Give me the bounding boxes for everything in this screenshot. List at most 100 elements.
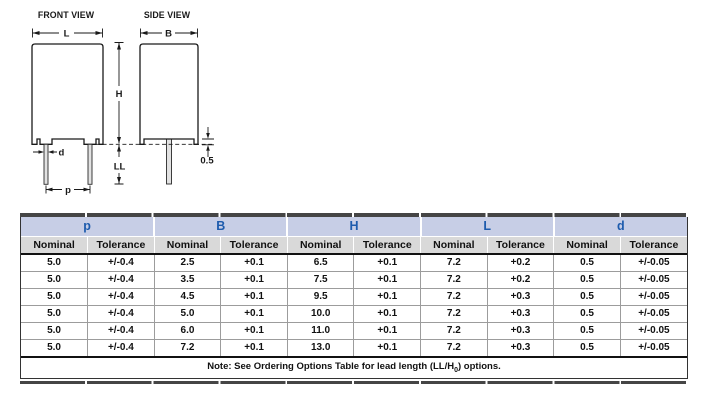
table-cell: 3.5 xyxy=(153,271,221,289)
b-dimension xyxy=(140,28,198,38)
table-cell: 9.5 xyxy=(286,288,354,306)
table-cell: +/-0.4 xyxy=(87,253,155,272)
table-cell: +/-0.4 xyxy=(87,271,155,289)
table-row: 5.0 +/-0.4 4.5 +0.1 9.5 +0.1 7.2 +0.3 0.5 +/-0.05 xyxy=(21,288,687,306)
table-cell: 0.5 xyxy=(553,271,621,289)
table-cell: +0.3 xyxy=(486,322,554,340)
table-note: Note: See Ordering Options Table for lea… xyxy=(207,361,501,374)
front-view-body-outline xyxy=(31,43,104,185)
subheader-tolerance: Tolerance xyxy=(353,236,421,255)
table-cell: 5.0 xyxy=(21,271,88,289)
p-dimension-label: p xyxy=(65,185,71,196)
table-cell: 7.2 xyxy=(420,305,488,323)
table-row: 5.0 +/-0.4 6.0 +0.1 11.0 +0.1 7.2 +0.3 0.5 +/-0.0… xyxy=(21,322,687,340)
note-row: Note: See Ordering Options Table for lea… xyxy=(21,357,687,378)
subheader-nominal: Nominal xyxy=(420,236,488,255)
front-right-lead xyxy=(87,143,93,185)
subheader-tolerance: Tolerance xyxy=(486,236,554,255)
table-cell: +/-0.05 xyxy=(619,271,687,289)
b-dimension-label: B xyxy=(165,28,172,39)
table-cell: 5.0 xyxy=(21,305,88,323)
dimension-drawing: FRONT VIEW SIDE VIEW L B H LL xyxy=(31,10,214,196)
table-cell: 11.0 xyxy=(286,322,354,340)
table-cell: +/-0.05 xyxy=(619,288,687,306)
table-cell: +0.1 xyxy=(220,305,288,323)
table-cell: +/-0.05 xyxy=(619,339,687,358)
table-top-border xyxy=(20,213,688,217)
d-dimension xyxy=(33,150,57,154)
ll-dimension xyxy=(114,145,124,185)
table-cell: 5.0 xyxy=(21,339,88,358)
table-cell: 6.5 xyxy=(286,253,354,272)
table-cell: 10.0 xyxy=(286,305,354,323)
h-dimension xyxy=(114,42,124,144)
table-cell: 7.2 xyxy=(420,339,488,358)
table-bottom-border xyxy=(20,380,688,384)
table-cell: +0.1 xyxy=(220,339,288,358)
subheader-tolerance: Tolerance xyxy=(220,236,288,255)
side-view-title: SIDE VIEW xyxy=(144,10,191,20)
sub-header-row: Nominal Tolerance Nominal Tolerance Nomi… xyxy=(21,236,687,255)
table-cell: 7.2 xyxy=(153,339,221,358)
table-cell: 7.5 xyxy=(286,271,354,289)
dimension-table-body: 5.0 +/-0.4 2.5 +0.1 6.5 +0.1 7.2 +0.2 0.5 +/-0.05… xyxy=(21,253,687,358)
table-cell: +/-0.4 xyxy=(87,339,155,358)
table-cell: +/-0.05 xyxy=(619,253,687,272)
column-group-l: L xyxy=(419,216,554,237)
table-cell: 6.0 xyxy=(153,322,221,340)
table-cell: 7.2 xyxy=(420,288,488,306)
table-cell: 5.0 xyxy=(21,322,88,340)
table-cell: +0.3 xyxy=(486,288,554,306)
table-cell: 4.5 xyxy=(153,288,221,306)
column-group-h: H xyxy=(286,216,421,237)
subheader-nominal: Nominal xyxy=(553,236,621,255)
h-dimension-label: H xyxy=(116,89,123,100)
l-dimension-label: L xyxy=(64,28,70,39)
subheader-nominal: Nominal xyxy=(286,236,354,255)
subheader-tolerance: Tolerance xyxy=(87,236,155,255)
subheader-nominal: Nominal xyxy=(21,236,88,255)
table-cell: +/-0.4 xyxy=(87,288,155,306)
standoff-dimension-label: 0.5 xyxy=(200,156,214,167)
l-dimension xyxy=(32,28,103,38)
table-cell: +/-0.05 xyxy=(619,305,687,323)
p-dimension xyxy=(45,185,91,194)
ll-dimension-label: LL xyxy=(114,162,126,173)
table-cell: +0.3 xyxy=(486,305,554,323)
dimensions-table: p B H L d Nominal Tolerance Nominal Tole… xyxy=(20,213,688,384)
table-cell: +0.1 xyxy=(220,288,288,306)
table-row: 5.0 +/-0.4 7.2 +0.1 13.0 +0.1 7.2 +0.3 0.5 +/-0.0… xyxy=(21,339,687,358)
table-cell: +0.1 xyxy=(353,339,421,358)
table-cell: +0.1 xyxy=(220,253,288,272)
side-lead xyxy=(166,138,172,185)
group-header-row: p B H L d xyxy=(21,216,687,237)
table-cell: +/-0.4 xyxy=(87,305,155,323)
table-cell: +0.1 xyxy=(220,322,288,340)
table-cell: +0.3 xyxy=(486,339,554,358)
table-row: 5.0 +/-0.4 5.0 +0.1 10.0 +0.1 7.2 +0.3 0.5 +/-0.0… xyxy=(21,305,687,323)
table-cell: +0.1 xyxy=(353,271,421,289)
table-cell: 5.0 xyxy=(21,288,88,306)
table-cell: +0.1 xyxy=(353,305,421,323)
table-cell: 0.5 xyxy=(553,288,621,306)
table-cell: +0.2 xyxy=(486,271,554,289)
table-cell: 0.5 xyxy=(553,305,621,323)
table-cell: +0.2 xyxy=(486,253,554,272)
table-cell: +0.1 xyxy=(220,271,288,289)
subheader-tolerance: Tolerance xyxy=(619,236,687,255)
column-group-d: d xyxy=(552,216,687,237)
side-view-body-outline xyxy=(139,43,199,185)
table-cell: +/-0.05 xyxy=(619,322,687,340)
front-left-lead xyxy=(43,143,49,185)
subheader-nominal: Nominal xyxy=(153,236,221,255)
column-group-p: p xyxy=(21,216,155,237)
table-cell: 7.2 xyxy=(420,322,488,340)
table-cell: 13.0 xyxy=(286,339,354,358)
front-view-title: FRONT VIEW xyxy=(38,10,95,20)
table-cell: 5.0 xyxy=(153,305,221,323)
table-cell: 7.2 xyxy=(420,253,488,272)
table-cell: 5.0 xyxy=(21,253,88,272)
table-cell: +0.1 xyxy=(353,322,421,340)
standoff-dimension xyxy=(202,127,214,157)
